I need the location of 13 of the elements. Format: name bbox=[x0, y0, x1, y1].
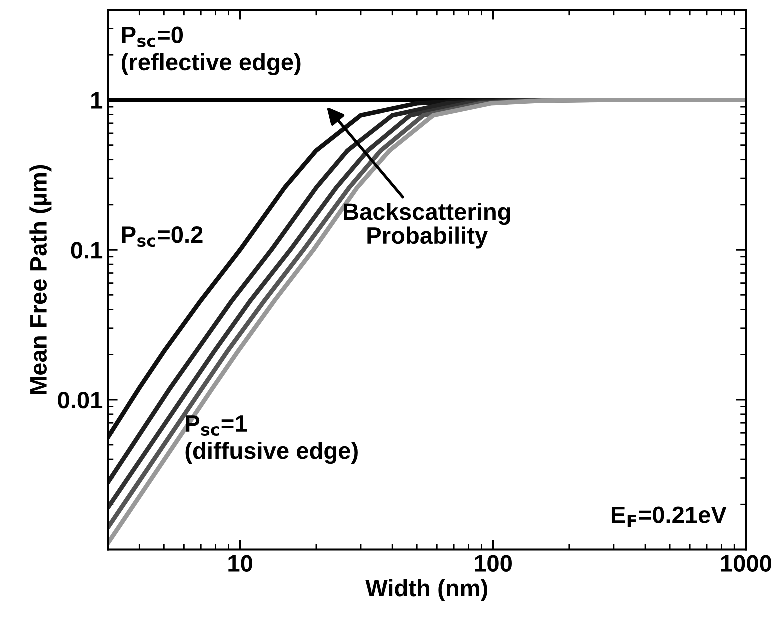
x-tick-label: 100 bbox=[475, 555, 512, 572]
y-tick-label: 0.01 bbox=[58, 392, 103, 409]
y-axis-title: Mean Free Path (µm) bbox=[30, 165, 52, 394]
y-tick-label: 1 bbox=[92, 92, 103, 109]
x-tick-label: 1000 bbox=[721, 555, 772, 572]
annotation: P$_{sc}$=0.2 bbox=[122, 226, 203, 248]
x-axis-title: Width (nm) bbox=[366, 579, 488, 602]
annotation: Backscattering Probability bbox=[344, 202, 510, 249]
y-tick-label: 0.1 bbox=[71, 242, 103, 259]
annotation: E$_{F}$=0.21eV bbox=[612, 506, 727, 528]
annotation: P$_{sc}$=0 (reflective edge) bbox=[122, 26, 301, 76]
annotation: P$_{sc}$=1 (diffusive edge) bbox=[186, 416, 358, 464]
x-tick-label: 10 bbox=[228, 555, 252, 572]
